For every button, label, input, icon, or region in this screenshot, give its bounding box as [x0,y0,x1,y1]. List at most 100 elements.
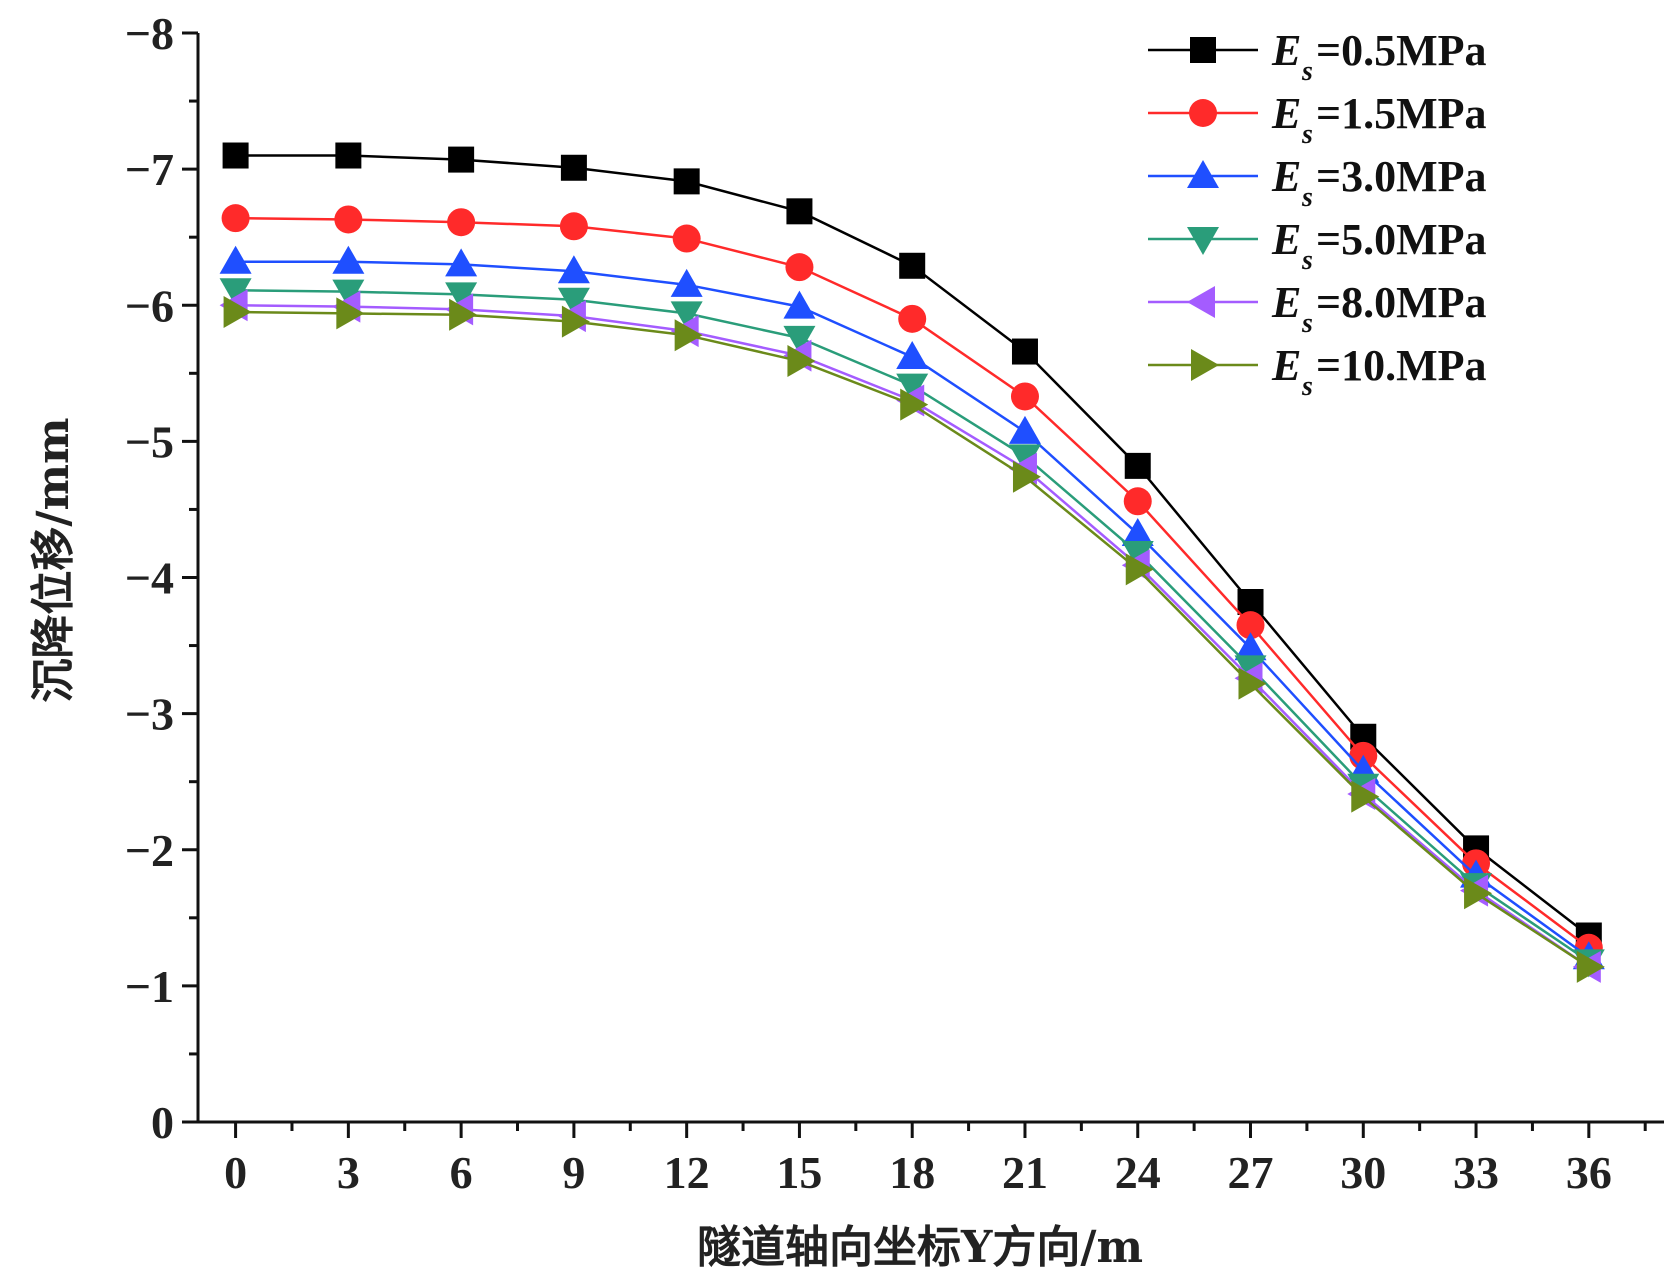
data-point [336,297,365,330]
legend-label-main: E [1271,89,1301,138]
data-point [557,287,590,316]
data-point [1125,553,1154,586]
legend-label-value: =10.MPa [1316,341,1486,390]
legend-label-sub: s [1301,308,1313,339]
data-point [1121,540,1154,569]
legend-label-sub: s [1301,119,1313,150]
y-tick-label: −3 [125,689,174,740]
data-point [1123,487,1152,516]
data-point [1010,382,1039,411]
y-tick-label: −4 [125,553,174,604]
y-tick-label: −1 [125,961,174,1012]
y-tick-label: −7 [125,144,174,195]
legend-label-main: E [1271,278,1301,327]
x-axis-title: 隧道轴向坐标Y方向/m [697,1222,1143,1273]
data-point [219,278,252,307]
legend-label-main: E [1271,152,1301,201]
data-point [447,208,476,237]
y-tick-label: −6 [125,280,174,331]
legend-label-value: =3.0MPa [1316,152,1486,201]
data-point [673,168,700,195]
legend-label-sub: s [1301,182,1313,213]
legend-marker [1190,37,1216,63]
y-tick-label: −2 [125,825,174,876]
series-2 [219,245,1605,970]
legend-label-value: =8.0MPa [1316,278,1486,327]
legend-label-sub: s [1301,371,1313,402]
x-tick-label: 24 [1115,1147,1161,1198]
x-tick-label: 6 [450,1147,473,1198]
legend-label-main: E [1271,26,1301,75]
x-tick-label: 30 [1340,1147,1386,1198]
data-point [1576,950,1605,983]
data-point [561,305,590,338]
data-point [557,255,590,284]
series-5 [223,296,1605,983]
data-point [670,268,703,297]
y-tick-label: −5 [125,416,174,467]
x-tick-label: 36 [1566,1147,1612,1198]
data-point [1351,780,1380,813]
data-point [1464,877,1493,910]
legend-marker [1191,349,1219,381]
data-point [670,301,703,330]
data-point [785,253,814,282]
legend-label-value: =5.0MPa [1316,215,1486,264]
data-point [674,319,703,352]
data-point [559,212,588,241]
data-point [896,340,929,369]
x-tick-label: 3 [337,1147,360,1198]
data-point [1234,632,1267,661]
x-tick-label: 21 [1002,1147,1048,1198]
legend-label-main: E [1271,215,1301,264]
data-point [334,205,363,234]
legend-label-value: =1.5MPa [1316,89,1486,138]
legend-marker [1187,227,1219,255]
data-point [332,279,365,308]
x-tick-label: 12 [664,1147,710,1198]
legend-label-main: E [1271,341,1301,390]
data-point [1236,611,1265,640]
data-point [1008,415,1041,444]
data-point [221,204,250,233]
data-point [672,224,701,253]
data-point [900,388,929,421]
data-point [783,290,816,319]
data-point [1238,667,1267,700]
x-tick-label: 33 [1453,1147,1499,1198]
data-point [1008,444,1041,473]
data-point [783,325,816,354]
data-point [219,245,252,274]
y-tick-label: −8 [125,8,174,59]
x-tick-label: 18 [889,1147,935,1198]
series-layer [219,142,1605,983]
data-point [1011,338,1038,365]
legend-marker [1187,286,1215,318]
data-point [899,252,926,279]
data-point [560,154,587,181]
data-point [1121,517,1154,546]
data-point [223,296,252,329]
data-point [1237,589,1264,616]
data-point [787,345,816,378]
axes: −8−7−6−5−4−3−2−100 3 6 9 12 15 18 21 24 27 30 33 36 [125,8,1664,1198]
data-point [449,298,478,331]
data-point [445,248,478,277]
data-point [222,142,249,169]
y-tick-label: 0 [151,1097,174,1148]
x-tick-label: 27 [1228,1147,1274,1198]
x-tick-label: 9 [562,1147,585,1198]
data-point [896,373,929,402]
legend-label-sub: s [1301,245,1313,276]
legend-marker [1187,160,1219,188]
data-point [335,142,362,169]
x-tick-label: 0 [224,1147,247,1198]
legend-label-sub: s [1301,56,1313,87]
